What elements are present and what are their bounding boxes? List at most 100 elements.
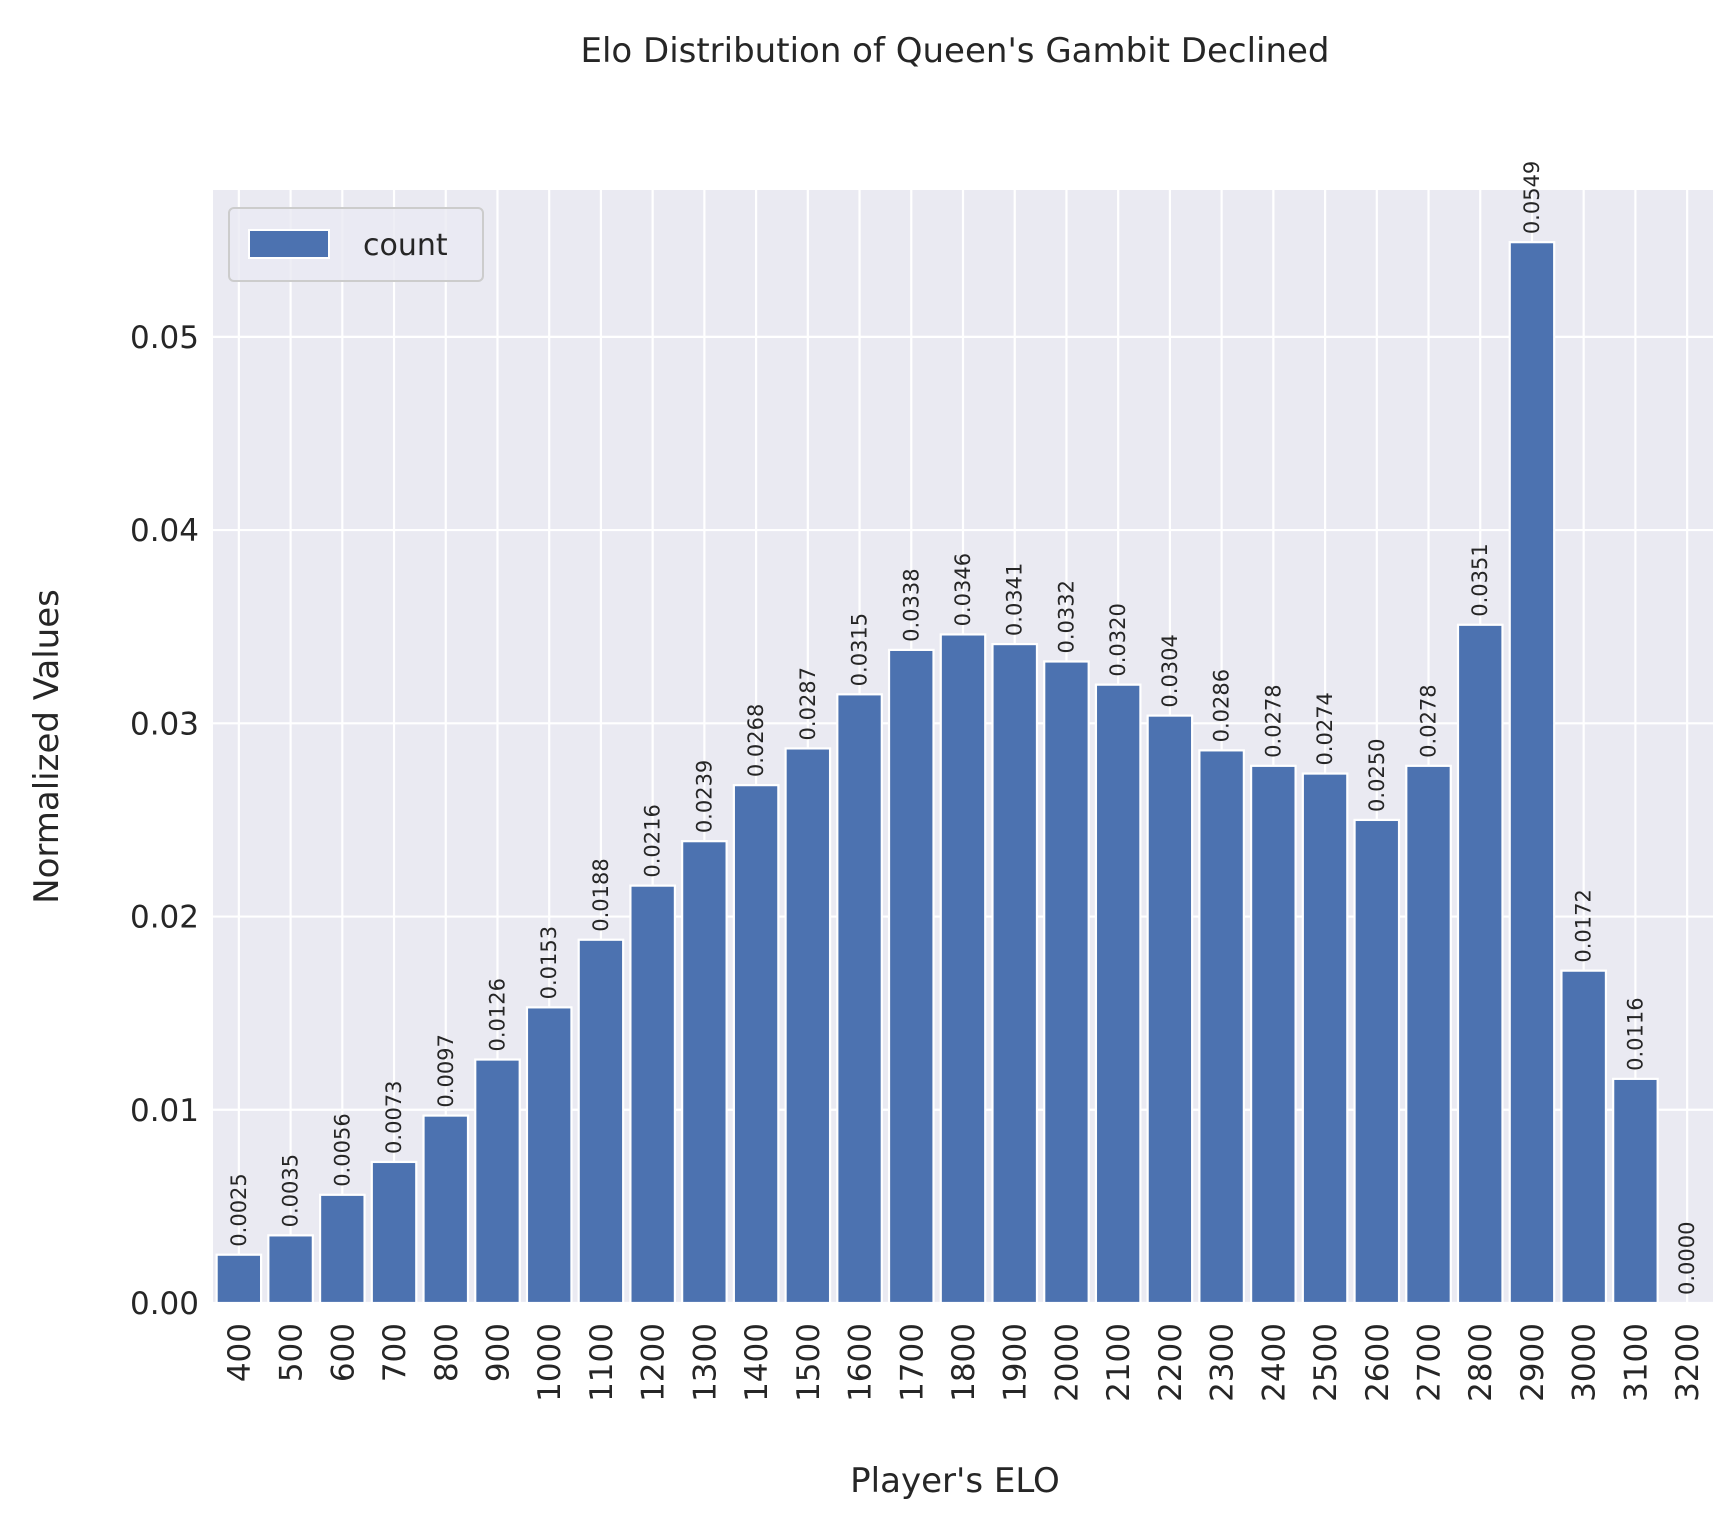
bar [784, 747, 832, 1305]
x-tick-label: 2200 [1153, 1323, 1189, 1402]
bar-value-label: 0.0320 [1106, 603, 1130, 676]
bar [1508, 241, 1556, 1305]
bar [215, 1253, 263, 1305]
x-tick-label: 400 [222, 1323, 258, 1382]
y-tick-label: 0.00 [130, 1286, 199, 1322]
bar [1456, 623, 1504, 1305]
bars [215, 241, 1659, 1305]
bar-value-label: 0.0341 [1003, 563, 1027, 636]
bar [681, 840, 728, 1305]
bar-value-labels: 0.0025 0.0035 0.0056 0.0073 0.0097 0.0126 0.01… [227, 161, 1699, 1295]
bar-value-label: 0.0035 [279, 1154, 303, 1227]
bar [887, 648, 935, 1305]
x-tick-label: 2800 [1463, 1323, 1499, 1402]
bar-value-label: 0.0549 [1520, 161, 1544, 234]
x-tick-label: 2600 [1360, 1323, 1396, 1402]
bar-value-label: 0.0153 [537, 926, 561, 999]
bar [1612, 1077, 1659, 1305]
bar-value-label: 0.0332 [1054, 580, 1078, 653]
bar [1560, 969, 1608, 1305]
bar-value-label: 0.0286 [1210, 669, 1234, 742]
bar-value-label: 0.0346 [951, 553, 975, 626]
x-tick-label: 1700 [894, 1323, 930, 1402]
bar [991, 642, 1039, 1305]
bar-value-label: 0.0250 [1365, 738, 1389, 811]
x-tick-label: 1100 [584, 1323, 620, 1402]
bar-value-label: 0.0216 [641, 804, 665, 877]
bar-value-label: 0.0073 [382, 1080, 406, 1153]
chart-title: Elo Distribution of Queen's Gambit Decli… [580, 31, 1329, 71]
bar [422, 1114, 470, 1305]
x-axis-ticks: 400 500 600 700 800 900 1000 1100 1200 1300 1400 15… [222, 1323, 1706, 1402]
legend-box [228, 207, 484, 282]
bar [1043, 660, 1090, 1305]
y-tick-label: 0.02 [130, 900, 199, 936]
x-tick-label: 2700 [1412, 1323, 1448, 1402]
x-tick-label: 1000 [532, 1323, 568, 1402]
bar [1146, 714, 1194, 1305]
bar [629, 884, 676, 1305]
bar-value-label: 0.0239 [692, 760, 716, 833]
bar [370, 1160, 418, 1305]
y-tick-label: 0.01 [130, 1093, 199, 1129]
bar [1301, 772, 1349, 1305]
bar-value-label: 0.0278 [1417, 684, 1441, 757]
y-tick-label: 0.03 [130, 706, 199, 742]
bar-value-label: 0.0172 [1572, 889, 1596, 962]
legend-label: count [363, 228, 448, 263]
x-tick-label: 1600 [843, 1323, 879, 1402]
bar [1250, 764, 1297, 1305]
bar [525, 1006, 573, 1305]
y-tick-label: 0.04 [130, 513, 199, 549]
x-tick-label: 3000 [1567, 1323, 1603, 1402]
bar-value-label: 0.0056 [330, 1113, 354, 1186]
bar [836, 693, 883, 1305]
bar-value-label: 0.0304 [1158, 634, 1182, 707]
bar-value-label: 0.0338 [899, 568, 923, 641]
bar-value-label: 0.0315 [848, 613, 872, 686]
x-tick-label: 2000 [1049, 1323, 1085, 1402]
bar [939, 633, 987, 1305]
x-tick-label: 1800 [946, 1323, 982, 1402]
x-tick-label: 700 [377, 1323, 413, 1382]
x-tick-label: 1300 [687, 1323, 723, 1402]
x-axis-label: Player's ELO [850, 1461, 1060, 1501]
y-tick-label: 0.05 [130, 320, 199, 356]
x-tick-label: 500 [274, 1323, 310, 1382]
x-tick-label: 2300 [1205, 1323, 1241, 1402]
x-tick-label: 2900 [1515, 1323, 1551, 1402]
x-tick-label: 2100 [1101, 1323, 1137, 1402]
bar [267, 1234, 314, 1305]
x-tick-label: 1900 [998, 1323, 1034, 1402]
x-tick-label: 900 [480, 1323, 516, 1382]
bar [1405, 764, 1452, 1305]
x-tick-label: 600 [325, 1323, 361, 1382]
bar-value-label: 0.0351 [1468, 543, 1492, 616]
bar-value-label: 0.0116 [1623, 997, 1647, 1070]
x-tick-label: 1200 [636, 1323, 672, 1402]
bar-value-label: 0.0274 [1313, 692, 1337, 765]
x-tick-label: 3100 [1618, 1323, 1654, 1402]
x-tick-label: 2400 [1256, 1323, 1292, 1402]
bar [318, 1193, 366, 1305]
bar [1094, 683, 1142, 1305]
bar [732, 784, 780, 1305]
bar-value-label: 0.0126 [485, 978, 509, 1051]
x-tick-label: 1400 [739, 1323, 775, 1402]
bar-value-label: 0.0268 [744, 704, 768, 777]
x-tick-label: 800 [429, 1323, 465, 1382]
bar-value-label: 0.0097 [434, 1034, 458, 1107]
bar [1353, 818, 1401, 1305]
y-axis-ticks: 0.00 0.01 0.02 0.03 0.04 0.05 [130, 320, 199, 1322]
x-tick-label: 3200 [1670, 1323, 1706, 1402]
bar-value-label: 0.0278 [1261, 684, 1285, 757]
y-axis-label: Normalized Values [27, 589, 67, 904]
bar-value-label: 0.0287 [796, 667, 820, 740]
bar [474, 1058, 521, 1305]
legend: count [228, 207, 484, 282]
x-tick-label: 1500 [791, 1323, 827, 1402]
bar [577, 938, 625, 1305]
bar-value-label: 0.0025 [227, 1173, 251, 1246]
x-tick-label: 2500 [1308, 1323, 1344, 1402]
